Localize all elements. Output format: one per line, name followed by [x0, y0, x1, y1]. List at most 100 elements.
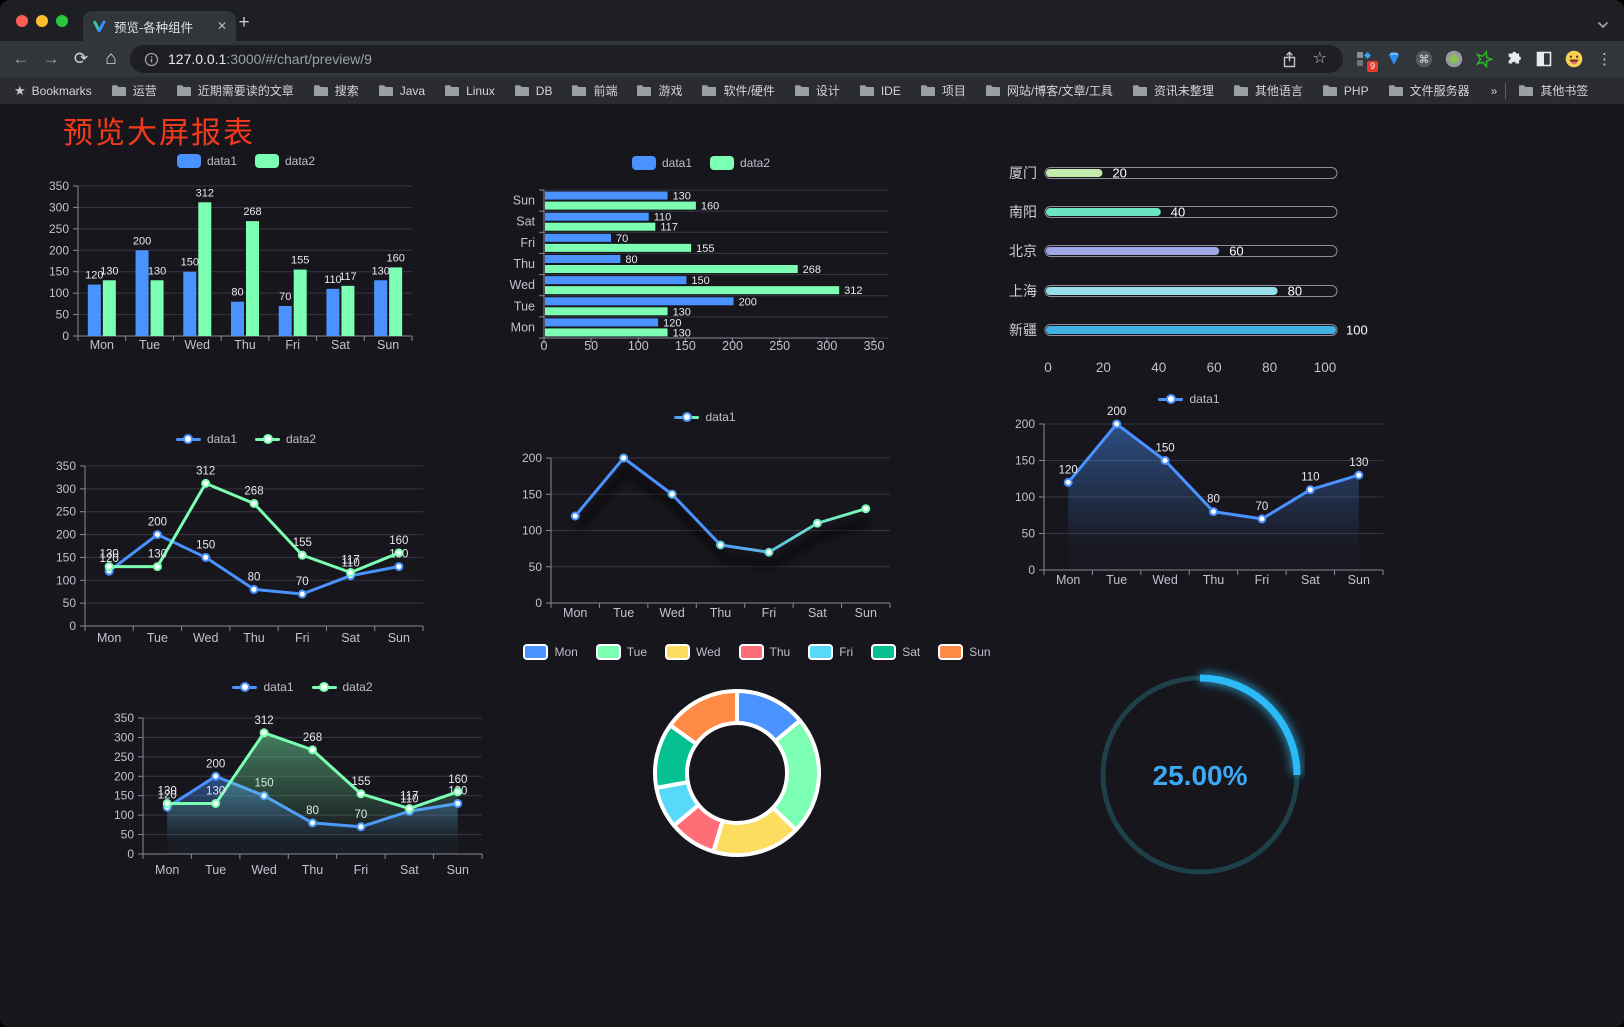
svg-text:110: 110 — [341, 558, 359, 570]
bookmark-folder[interactable]: 资讯未整理 — [1132, 82, 1214, 99]
command-extension-icon[interactable]: ⌘ — [1415, 50, 1433, 68]
svg-text:250: 250 — [769, 339, 790, 353]
bookmark-folder[interactable]: 前端 — [571, 82, 617, 99]
legend-item-data1[interactable]: data1 — [176, 154, 237, 168]
proxy-extension-icon[interactable]: 9 — [1355, 50, 1378, 72]
svg-text:Sun: Sun — [855, 606, 877, 620]
share-icon[interactable] — [1282, 50, 1297, 68]
chart-progress-bars[interactable]: 厦门 20 南阳 40 北京 60 上海 80 新疆 100 0 20 40 60 80 100 — [990, 150, 1390, 385]
bookmark-folder[interactable]: IDE — [859, 84, 901, 98]
bookmark-folder[interactable]: 其他语言 — [1233, 82, 1303, 99]
legend-item-Fri[interactable]: Fri — [808, 644, 853, 660]
svg-text:Tue: Tue — [205, 863, 226, 877]
svg-text:200: 200 — [56, 528, 76, 542]
bookmark-folder[interactable]: 软件/硬件 — [701, 82, 775, 99]
forward-button[interactable]: → — [42, 49, 60, 68]
legend-item-data2[interactable]: data2 — [710, 156, 770, 170]
bookmark-folder[interactable]: Java — [378, 84, 425, 98]
svg-text:160: 160 — [389, 535, 408, 547]
chart-line-area-two[interactable]: 0 50 100 150 200 250 300 350 Mon Tue Wed Thu Fri Sat S… — [95, 668, 510, 890]
svg-text:110: 110 — [654, 212, 672, 224]
bookmark-folder[interactable]: 网站/博客/文章/工具 — [985, 82, 1113, 99]
chart-grouped-bar[interactable]: 0 50 100 150 200 250 300 350 Mon Tue Wed Thu Fri Sat S… — [40, 146, 452, 366]
emoji-extension-icon[interactable] — [1565, 50, 1583, 68]
svg-text:200: 200 — [1015, 417, 1035, 431]
svg-text:268: 268 — [244, 485, 263, 497]
bookmarks-bar: ★ Bookmarks 运营 近期需要读的文章 搜索 Java Linux DB 前端 游戏 软… — [0, 77, 1624, 104]
maximize-window-button[interactable] — [56, 15, 68, 27]
legend-item-Thu[interactable]: Thu — [738, 644, 790, 660]
svg-text:200: 200 — [133, 235, 151, 247]
bookmarks-root[interactable]: ★ Bookmarks — [14, 82, 92, 98]
svg-text:150: 150 — [522, 487, 542, 501]
legend-item-data1[interactable]: data1 — [1158, 392, 1220, 406]
chart-horizontal-bar[interactable]: 0 50 100 150 200 250 300 350 Sun 130 160 Sat 110 117 F… — [500, 146, 902, 374]
gem-extension-icon[interactable] — [1385, 50, 1403, 68]
back-button[interactable]: ← — [12, 49, 30, 68]
green-star-extension-icon[interactable] — [1475, 50, 1493, 68]
reload-button[interactable]: ⟳ — [73, 49, 89, 68]
browser-menu-icon[interactable]: ⋮ — [1597, 51, 1612, 68]
bookmark-folder[interactable]: 设计 — [794, 82, 840, 99]
address-bar[interactable]: 127.0.0.1:3000/#/chart/preview/9 ☆ — [130, 45, 1343, 73]
svg-text:厦门: 厦门 — [1009, 165, 1037, 181]
legend-item-data1[interactable]: data1 — [631, 156, 692, 170]
record-extension-icon[interactable] — [1445, 50, 1463, 68]
chart-area-single[interactable]: 0 50 100 150 200 Mon Tue Wed Thu Fri Sat Sun 120 200 1… — [985, 388, 1393, 600]
bookmarks-overflow-chevron[interactable]: » — [1490, 83, 1498, 98]
legend-item-data1[interactable]: data1 — [175, 432, 237, 446]
chevron-down-icon[interactable] — [1597, 16, 1609, 34]
dark-reader-extension-icon[interactable] — [1535, 50, 1553, 68]
svg-text:Thu: Thu — [243, 631, 265, 645]
svg-text:150: 150 — [675, 339, 696, 353]
svg-text:150: 150 — [691, 275, 709, 287]
legend-item-data1[interactable]: data1 — [232, 680, 294, 694]
bookmark-folder[interactable]: Linux — [444, 84, 495, 98]
url-text[interactable]: 127.0.0.1:3000/#/chart/preview/9 — [168, 51, 372, 67]
svg-text:80: 80 — [231, 287, 243, 299]
svg-text:130: 130 — [1349, 457, 1368, 469]
chart-donut[interactable]: Mon Tue Wed Thu Fri Sat Sun — [523, 636, 991, 891]
new-tab-button[interactable]: + — [238, 12, 250, 33]
chart-gauge[interactable]: 25.00% — [1095, 650, 1305, 875]
legend-item-data1[interactable]: data1 — [674, 410, 736, 424]
site-info-icon[interactable] — [144, 52, 159, 67]
svg-text:70: 70 — [616, 233, 628, 245]
legend-item-data2[interactable]: data2 — [255, 154, 315, 168]
bookmark-folder[interactable]: 文件服务器 — [1388, 82, 1470, 99]
legend-line-marker — [175, 434, 201, 444]
svg-text:200: 200 — [722, 339, 743, 353]
tab-close-icon[interactable]: ✕ — [216, 19, 227, 33]
bookmark-folder[interactable]: 搜索 — [313, 82, 359, 99]
svg-text:268: 268 — [243, 206, 261, 218]
legend-item-Wed[interactable]: Wed — [665, 644, 721, 660]
home-button[interactable]: ⌂ — [105, 48, 117, 69]
svg-text:40: 40 — [1151, 360, 1166, 375]
bookmark-folder[interactable]: 运营 — [111, 82, 157, 99]
chart-gradient-line[interactable]: 0 50 100 150 200 Mon Tue Wed Thu Fri Sat Sun data1 — [495, 400, 915, 628]
bookmark-folder[interactable]: 项目 — [920, 82, 966, 99]
browser-tab[interactable]: 预览-各种组件 ✕ — [83, 11, 236, 41]
legend-line-marker — [232, 682, 258, 692]
legend-swatch — [710, 156, 734, 170]
bookmark-folder[interactable]: PHP — [1322, 84, 1369, 98]
minimize-window-button[interactable] — [36, 15, 48, 27]
url-path: :3000/#/chart/preview/9 — [226, 51, 372, 67]
extensions-puzzle-icon[interactable] — [1505, 50, 1523, 68]
chart-line-two-series[interactable]: 0 50 100 150 200 250 300 350 Mon Tue Wed Thu Fri Sat S… — [40, 426, 452, 652]
bookmark-folder[interactable]: 游戏 — [636, 82, 682, 99]
bookmark-folder[interactable]: DB — [514, 84, 552, 98]
legend-item-Tue[interactable]: Tue — [595, 644, 647, 660]
bookmark-folder[interactable]: 近期需要读的文章 — [176, 82, 294, 99]
legend-item-Sat[interactable]: Sat — [871, 644, 920, 660]
bookmark-star-icon[interactable]: ☆ — [1312, 50, 1327, 67]
svg-text:200: 200 — [206, 758, 225, 770]
legend-item-Mon[interactable]: Mon — [523, 644, 578, 660]
url-host: 127.0.0.1 — [168, 51, 227, 67]
legend-item-data2[interactable]: data2 — [255, 432, 316, 446]
close-window-button[interactable] — [16, 15, 28, 27]
legend-item-Sun[interactable]: Sun — [938, 644, 991, 660]
legend-item-data2[interactable]: data2 — [311, 680, 373, 694]
other-bookmarks-folder[interactable]: 其他书签 — [1518, 82, 1588, 99]
